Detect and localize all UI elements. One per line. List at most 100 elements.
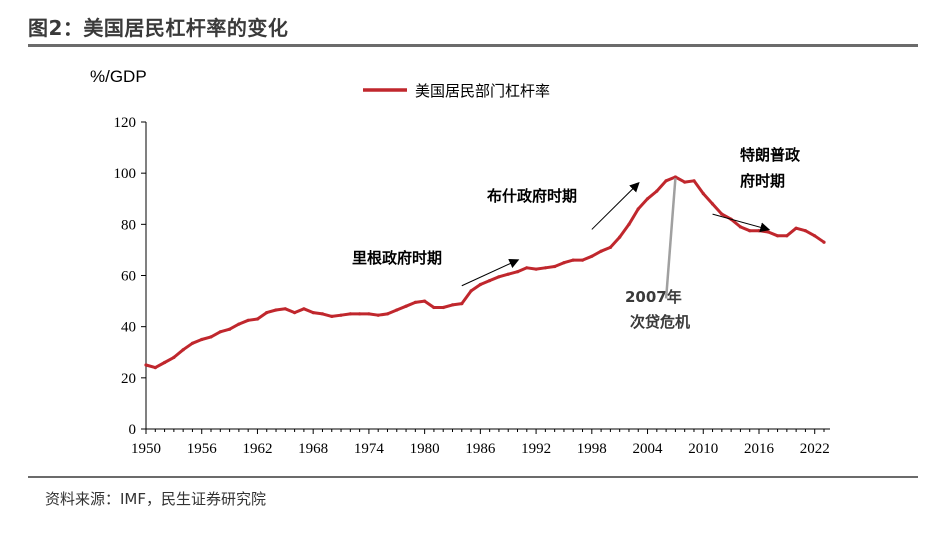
data-point bbox=[785, 234, 789, 238]
y-tick-label: 0 bbox=[129, 422, 137, 438]
data-point bbox=[636, 207, 640, 211]
data-point bbox=[720, 212, 724, 216]
data-point bbox=[228, 327, 232, 331]
data-point bbox=[181, 348, 185, 352]
data-point bbox=[395, 308, 399, 312]
x-tick-label: 1968 bbox=[298, 441, 328, 457]
data-point bbox=[274, 308, 278, 312]
data-point bbox=[710, 202, 715, 206]
data-point bbox=[673, 175, 678, 179]
data-point bbox=[553, 264, 557, 269]
data-point bbox=[311, 311, 315, 315]
data-point bbox=[766, 230, 770, 234]
data-point bbox=[562, 261, 566, 265]
annotation-reagan-label: 里根政府时期 bbox=[352, 249, 442, 267]
x-tick-label: 1974 bbox=[354, 441, 385, 457]
data-point bbox=[153, 366, 157, 370]
data-point bbox=[413, 300, 417, 304]
data-point bbox=[794, 226, 798, 230]
data-point bbox=[608, 245, 613, 249]
data-point bbox=[432, 305, 436, 310]
data-point bbox=[590, 254, 594, 258]
data-point bbox=[376, 313, 380, 317]
data-point bbox=[190, 341, 194, 345]
data-point bbox=[385, 312, 390, 316]
y-tick-label: 40 bbox=[121, 320, 136, 336]
x-tick-label: 2016 bbox=[744, 441, 775, 457]
annotation-trump-line1: 特朗普政 bbox=[740, 146, 801, 164]
data-point bbox=[534, 267, 538, 271]
legend: 美国居民部门杠杆率 bbox=[363, 82, 550, 100]
data-point bbox=[478, 282, 482, 287]
data-point bbox=[803, 229, 808, 233]
x-tick-label: 1962 bbox=[242, 441, 272, 457]
data-point bbox=[692, 179, 696, 183]
figure-title: 图2：美国居民杠杆率的变化 bbox=[28, 16, 289, 40]
data-point bbox=[757, 229, 761, 233]
data-point bbox=[543, 266, 548, 270]
data-point bbox=[701, 192, 705, 196]
data-point bbox=[515, 270, 520, 274]
data-point bbox=[497, 275, 501, 279]
x-tick-label: 2022 bbox=[800, 441, 830, 457]
data-point bbox=[302, 307, 306, 311]
data-point bbox=[580, 258, 585, 262]
source-note: 资料来源：IMF，民生证券研究院 bbox=[45, 490, 266, 508]
annotation-bush-label: 布什政府时期 bbox=[487, 187, 577, 205]
y-tick-label: 60 bbox=[121, 269, 136, 285]
data-point bbox=[163, 360, 167, 365]
data-point bbox=[599, 249, 603, 253]
y-tick-label: 100 bbox=[114, 166, 137, 182]
x-tick-label: 1998 bbox=[577, 441, 607, 457]
data-point bbox=[255, 317, 260, 321]
x-tick-label: 2004 bbox=[633, 441, 664, 457]
x-tick-label: 1950 bbox=[131, 441, 161, 457]
data-point bbox=[144, 363, 148, 367]
x-tick-label: 1986 bbox=[465, 441, 496, 457]
data-point bbox=[571, 258, 575, 262]
data-point bbox=[645, 197, 650, 201]
data-point bbox=[330, 314, 334, 318]
data-point bbox=[525, 266, 529, 270]
data-point bbox=[404, 304, 408, 308]
data-point bbox=[339, 313, 343, 317]
data-point bbox=[460, 302, 464, 306]
series-layer bbox=[144, 175, 826, 370]
data-point bbox=[776, 234, 780, 238]
data-point bbox=[627, 222, 631, 226]
data-point bbox=[367, 312, 371, 316]
annotation-crisis-line2: 次贷危机 bbox=[630, 313, 690, 331]
annotation-arrow bbox=[591, 181, 640, 230]
annotations-layer: 里根政府时期 布什政府时期 2007年 次贷危机 特朗普政 府时期 bbox=[352, 146, 801, 331]
data-point bbox=[655, 189, 659, 193]
data-point bbox=[488, 279, 492, 283]
chart-axes bbox=[145, 122, 830, 430]
data-point bbox=[246, 318, 250, 322]
data-point bbox=[664, 179, 668, 183]
annotation-arrow bbox=[712, 213, 771, 233]
data-point bbox=[358, 312, 362, 316]
y-tick-label: 120 bbox=[114, 115, 137, 131]
data-point bbox=[813, 234, 817, 238]
top-rule bbox=[28, 44, 918, 47]
data-point bbox=[200, 337, 204, 342]
annotation-trump-line2: 府时期 bbox=[740, 172, 785, 190]
data-point bbox=[469, 289, 473, 293]
x-tick-label: 2010 bbox=[688, 441, 718, 457]
x-tick-label: 1980 bbox=[410, 441, 440, 457]
x-tick-label: 1992 bbox=[521, 441, 551, 457]
y-tick-label: 20 bbox=[121, 371, 136, 387]
data-point bbox=[293, 311, 297, 315]
data-point bbox=[209, 335, 213, 339]
data-point bbox=[738, 225, 743, 229]
y-unit-label: %/GDP bbox=[90, 67, 147, 86]
crisis-pointer-line bbox=[664, 178, 677, 299]
data-point bbox=[618, 235, 622, 239]
bottom-rule bbox=[28, 476, 918, 478]
y-tick-label: 80 bbox=[121, 217, 136, 233]
data-point bbox=[683, 180, 687, 184]
data-point bbox=[172, 355, 176, 359]
data-point bbox=[283, 307, 287, 311]
annotation-crisis-line1: 2007年 bbox=[625, 288, 682, 306]
